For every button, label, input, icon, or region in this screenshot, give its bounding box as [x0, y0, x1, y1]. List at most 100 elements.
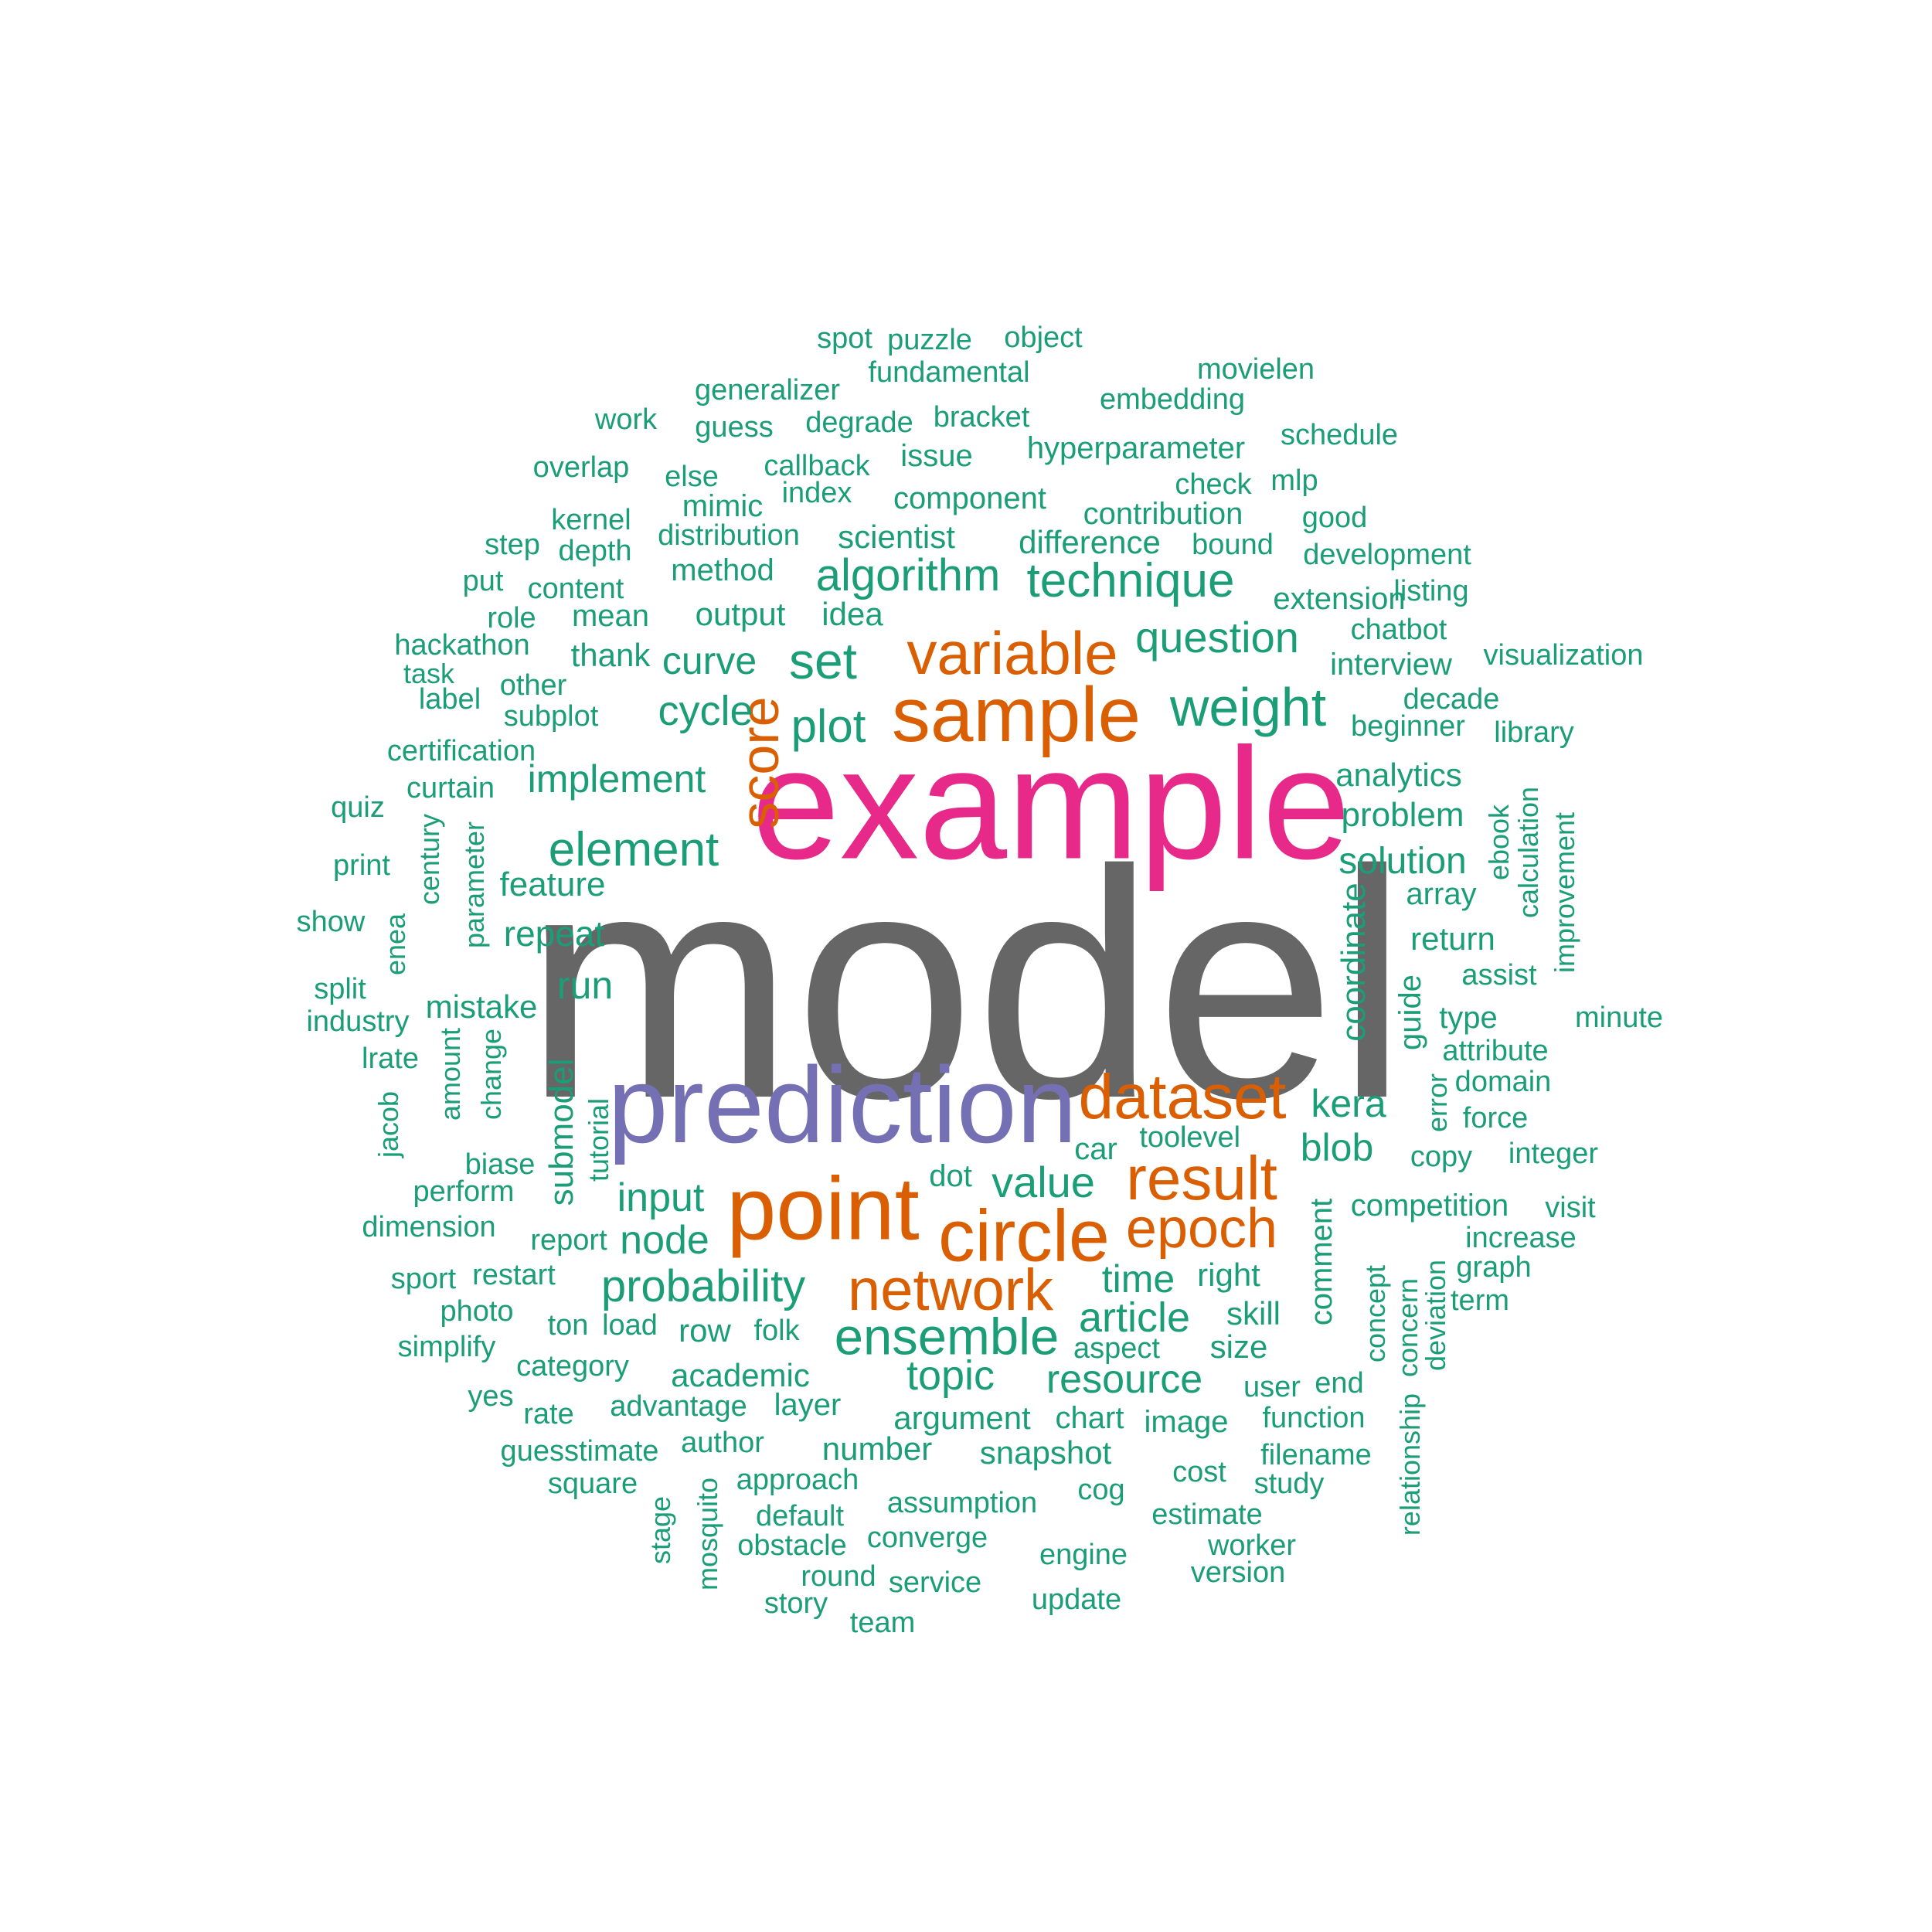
word-model: model [524, 804, 1408, 1166]
word-decade: decade [1403, 683, 1500, 716]
word-other: other [499, 669, 567, 702]
word-task: task [403, 658, 455, 689]
word-method: method [671, 553, 774, 587]
word-assumption: assumption [886, 1487, 1038, 1519]
word-node: node [620, 1218, 709, 1263]
word-graph: graph [1456, 1251, 1532, 1284]
word-guess: guess [695, 411, 774, 444]
word-row: row [679, 1312, 731, 1349]
word-argument: argument [893, 1400, 1031, 1436]
word-stage: stage [645, 1495, 676, 1565]
word-domain: domain [1454, 1066, 1552, 1098]
word-lrate: lrate [362, 1043, 419, 1075]
word-minute: minute [1574, 1002, 1664, 1034]
word-round: round [801, 1560, 876, 1593]
word-step: step [485, 529, 540, 561]
word-default: default [755, 1500, 845, 1532]
word-simplify: simplify [397, 1331, 496, 1363]
word-example: example [751, 715, 1351, 893]
word-put: put [462, 565, 504, 597]
word-circle: circle [938, 1195, 1110, 1277]
word-epoch: epoch [1125, 1198, 1278, 1260]
word-term: term [1451, 1284, 1509, 1317]
word-folk: folk [753, 1315, 800, 1347]
word-extension: extension [1273, 582, 1406, 616]
word-relationship: relationship [1394, 1393, 1426, 1536]
word-curtain: curtain [406, 772, 495, 804]
word-skill: skill [1226, 1295, 1281, 1332]
word-hackathon: hackathon [394, 629, 530, 662]
word-photo: photo [440, 1295, 514, 1328]
word-user: user [1243, 1371, 1301, 1403]
word-concern: concern [1392, 1277, 1423, 1378]
word-cycle: cycle [658, 688, 753, 734]
word-chart: chart [1055, 1401, 1124, 1435]
word-category: category [516, 1350, 629, 1383]
word-difference: difference [1019, 524, 1161, 560]
word-perform: perform [413, 1175, 515, 1208]
word-biase: biase [464, 1148, 536, 1181]
word-type: type [1439, 1001, 1498, 1035]
word-prediction: prediction [607, 1044, 1077, 1165]
word-academic: academic [671, 1357, 810, 1393]
word-snapshot: snapshot [979, 1434, 1112, 1471]
word-report: report [530, 1224, 607, 1257]
word-work: work [594, 403, 658, 436]
word-function: function [1262, 1402, 1366, 1434]
word-yes: yes [468, 1380, 514, 1413]
word-subplot: subplot [503, 700, 599, 733]
word-team: team [849, 1607, 916, 1639]
word-filename: filename [1260, 1439, 1372, 1471]
word-cost: cost [1172, 1456, 1226, 1488]
word-set: set [788, 632, 858, 689]
word-output: output [695, 596, 786, 632]
word-converge: converge [866, 1522, 988, 1554]
word-label: label [418, 683, 481, 716]
word-contribution: contribution [1083, 497, 1243, 531]
word-beginner: beginner [1351, 710, 1465, 743]
word-bracket: bracket [933, 401, 1030, 434]
word-approach: approach [736, 1464, 859, 1496]
word-component: component [893, 481, 1046, 515]
word-role: role [487, 602, 536, 634]
word-mean: mean [571, 599, 650, 633]
word-puzzle: puzzle [887, 324, 972, 356]
word-variable: variable [906, 619, 1118, 687]
word-image: image [1144, 1405, 1229, 1439]
word-visit: visit [1545, 1192, 1596, 1224]
word-ton: ton [547, 1309, 589, 1342]
word-mosquito: mosquito [692, 1477, 723, 1591]
word-library: library [1494, 716, 1574, 749]
word-index: index [781, 477, 852, 509]
word-increase: increase [1465, 1222, 1577, 1254]
word-hyperparameter: hyperparameter [1026, 431, 1246, 465]
word-callback: callback [764, 450, 870, 482]
word-amount: amount [434, 1027, 466, 1121]
word-submodel: submodel [543, 1058, 580, 1206]
word-algorithm: algorithm [815, 550, 1001, 600]
word-resource: resource [1046, 1357, 1203, 1402]
word-schedule: schedule [1280, 419, 1399, 451]
word-coordinate: coordinate [1335, 883, 1372, 1042]
word-listing: listing [1393, 575, 1469, 607]
word-dimension: dimension [362, 1211, 496, 1243]
word-right: right [1197, 1257, 1260, 1293]
word-run: run [556, 964, 614, 1007]
word-square: square [547, 1468, 638, 1500]
word-concept: concept [1359, 1264, 1391, 1363]
word-size: size [1209, 1328, 1268, 1365]
word-ebook: ebook [1483, 804, 1515, 881]
word-bound: bound [1192, 529, 1274, 561]
word-worker: worker [1207, 1529, 1297, 1562]
word-technique: technique [1026, 554, 1235, 607]
word-check: check [1175, 468, 1252, 501]
word-mimic: mimic [682, 489, 764, 523]
word-sample: sample [891, 672, 1141, 758]
word-industry: industry [306, 1005, 410, 1038]
word-development: development [1303, 539, 1471, 571]
word-embedding: embedding [1099, 383, 1246, 416]
word-analytics: analytics [1335, 757, 1462, 793]
word-study: study [1253, 1468, 1325, 1500]
word-curve: curve [662, 639, 757, 682]
